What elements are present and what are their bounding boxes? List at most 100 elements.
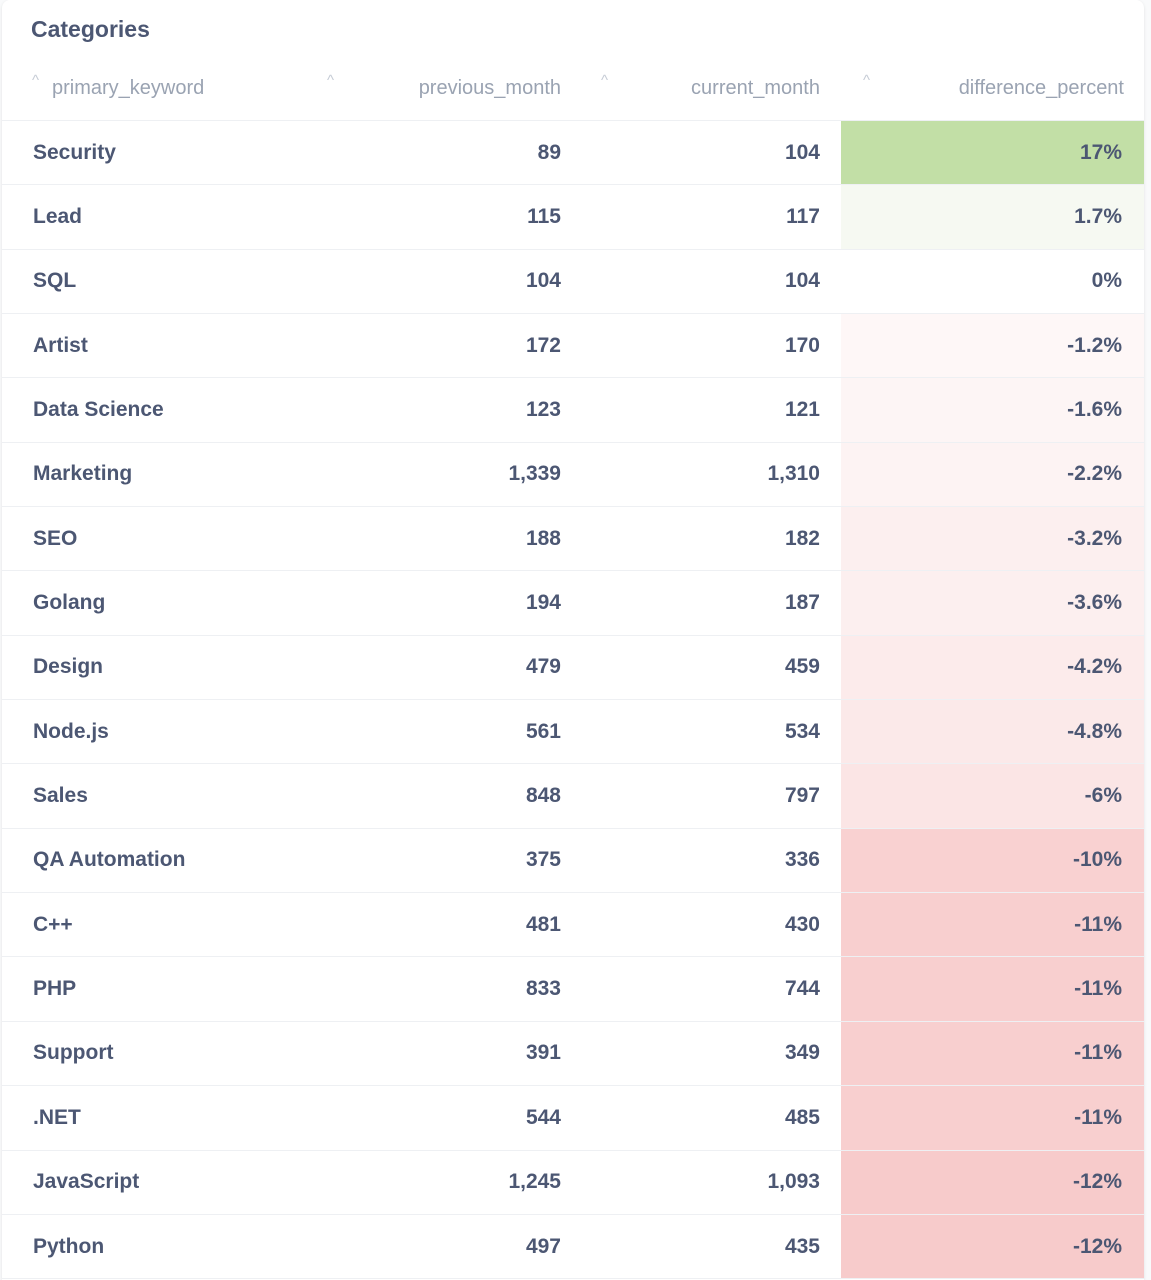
cell-primary-keyword: Marketing	[33, 462, 133, 486]
column-header-primary-keyword[interactable]: ^ primary_keyword	[2, 56, 323, 120]
categories-table: ^ primary_keyword ^ previous_month ^ cur…	[2, 56, 1144, 1280]
cell-previous-month: 375	[525, 848, 561, 872]
table-row: JavaScript 1,245 1,093 -12%	[2, 1150, 1144, 1215]
cell-difference-percent: -2.2%	[841, 442, 1144, 507]
cell-current-month: 349	[784, 1041, 820, 1065]
cell-previous-month: 833	[525, 977, 561, 1001]
cell-current-month: 485	[784, 1105, 820, 1129]
cell-previous-month: 188	[525, 526, 561, 550]
cell-difference-percent: 1.7%	[841, 185, 1144, 249]
cell-previous-month: 391	[525, 1041, 561, 1065]
cell-difference-percent: -11%	[841, 893, 1144, 957]
table-row: SQL 104 104 0%	[2, 249, 1144, 315]
cell-previous-month: 194	[525, 591, 561, 615]
table-row: C++ 481 430 -11%	[2, 893, 1144, 958]
card-title: Categories	[31, 16, 150, 42]
cell-primary-keyword: JavaScript	[33, 1170, 140, 1194]
cell-primary-keyword: QA Automation	[33, 848, 186, 872]
cell-difference-percent: -11%	[841, 957, 1144, 1021]
table-row: Python 497 435 -12%	[2, 1214, 1144, 1280]
table-row: Support 391 349 -11%	[2, 1021, 1144, 1087]
column-header-label: primary_keyword	[52, 77, 205, 99]
column-header-label: current_month	[691, 77, 820, 99]
cell-current-month: 797	[784, 784, 820, 808]
cell-primary-keyword: Security	[33, 140, 116, 164]
cell-current-month: 336	[784, 848, 820, 872]
column-header-current-month[interactable]: ^ current_month	[582, 56, 841, 120]
table-row: Golang 194 187 -3.6%	[2, 571, 1144, 636]
cell-difference-percent: -10%	[841, 828, 1144, 893]
cell-current-month: 182	[784, 526, 820, 550]
cell-current-month: 170	[784, 333, 820, 357]
table-row: Artist 172 170 -1.2%	[2, 314, 1144, 379]
cell-previous-month: 104	[525, 269, 561, 293]
cell-difference-percent: -1.6%	[841, 378, 1144, 442]
cell-current-month: 1,310	[767, 462, 820, 486]
cell-current-month: 744	[784, 977, 820, 1001]
cell-primary-keyword: Python	[33, 1234, 105, 1258]
cell-primary-keyword: Design	[33, 655, 104, 679]
cell-difference-percent: -4.8%	[841, 700, 1144, 764]
cell-primary-keyword: Data Science	[33, 398, 164, 422]
cell-current-month: 104	[784, 140, 820, 164]
cell-previous-month: 497	[525, 1234, 561, 1258]
cell-current-month: 187	[784, 591, 820, 615]
cell-previous-month: 123	[525, 398, 561, 422]
cell-primary-keyword: Node.js	[33, 719, 109, 743]
sort-chevron-up-icon[interactable]: ^	[601, 72, 609, 89]
cell-previous-month: 1,339	[508, 462, 561, 486]
table-row: .NET 544 485 -11%	[2, 1086, 1144, 1151]
cell-previous-month: 561	[525, 719, 561, 743]
cell-difference-percent: -12%	[841, 1214, 1144, 1279]
cell-primary-keyword: Sales	[33, 784, 88, 808]
cell-previous-month: 848	[525, 784, 561, 808]
table-row: PHP 833 744 -11%	[2, 957, 1144, 1022]
column-header-previous-month[interactable]: ^ previous_month	[323, 56, 582, 120]
cell-difference-percent: 0%	[841, 249, 1144, 314]
table-header: ^ primary_keyword ^ previous_month ^ cur…	[2, 56, 1144, 121]
cell-difference-percent: -3.2%	[841, 507, 1144, 571]
sort-chevron-up-icon[interactable]: ^	[327, 72, 335, 89]
cell-primary-keyword: Golang	[33, 591, 106, 615]
cell-primary-keyword: SEO	[33, 526, 78, 550]
cell-current-month: 430	[784, 912, 820, 936]
cell-current-month: 121	[784, 398, 820, 422]
table-body: Security 89 104 17% Lead 115 117 1.7% SQ…	[2, 121, 1144, 1280]
cell-difference-percent: -12%	[841, 1150, 1144, 1214]
table-row: Marketing 1,339 1,310 -2.2%	[2, 442, 1144, 508]
cell-difference-percent: -11%	[841, 1021, 1144, 1086]
cell-current-month: 117	[786, 205, 820, 229]
cell-previous-month: 544	[525, 1105, 561, 1129]
cell-primary-keyword: SQL	[33, 269, 77, 293]
cell-difference-percent: -6%	[841, 764, 1144, 828]
cell-difference-percent: -11%	[841, 1086, 1144, 1150]
table-row: Sales 848 797 -6%	[2, 764, 1144, 829]
table-row: Data Science 123 121 -1.6%	[2, 378, 1144, 443]
column-header-label: difference_percent	[958, 77, 1124, 99]
sort-chevron-up-icon[interactable]: ^	[863, 72, 871, 89]
column-header-difference-percent[interactable]: ^ difference_percent	[841, 56, 1144, 120]
sort-chevron-up-icon[interactable]: ^	[32, 72, 40, 89]
cell-primary-keyword: Artist	[33, 333, 88, 357]
cell-previous-month: 479	[525, 655, 561, 679]
cell-current-month: 435	[784, 1234, 820, 1258]
cell-difference-percent: 17%	[841, 121, 1144, 185]
cell-difference-percent: -4.2%	[841, 635, 1144, 700]
table-row: SEO 188 182 -3.2%	[2, 507, 1144, 572]
table-row: Lead 115 117 1.7%	[2, 185, 1144, 250]
table-row: Node.js 561 534 -4.8%	[2, 700, 1144, 765]
cell-previous-month: 172	[525, 333, 561, 357]
cell-primary-keyword: PHP	[33, 977, 77, 1001]
cell-primary-keyword: Support	[33, 1041, 114, 1065]
cell-current-month: 104	[784, 269, 820, 293]
cell-previous-month: 89	[537, 140, 561, 164]
cell-current-month: 534	[784, 719, 820, 743]
cell-previous-month: 481	[525, 912, 561, 936]
column-header-label: previous_month	[418, 77, 561, 99]
cell-current-month: 459	[784, 655, 820, 679]
cell-current-month: 1,093	[767, 1170, 820, 1194]
cell-previous-month: 115	[527, 205, 561, 229]
cell-difference-percent: -1.2%	[841, 314, 1144, 378]
cell-primary-keyword: Lead	[33, 205, 83, 229]
